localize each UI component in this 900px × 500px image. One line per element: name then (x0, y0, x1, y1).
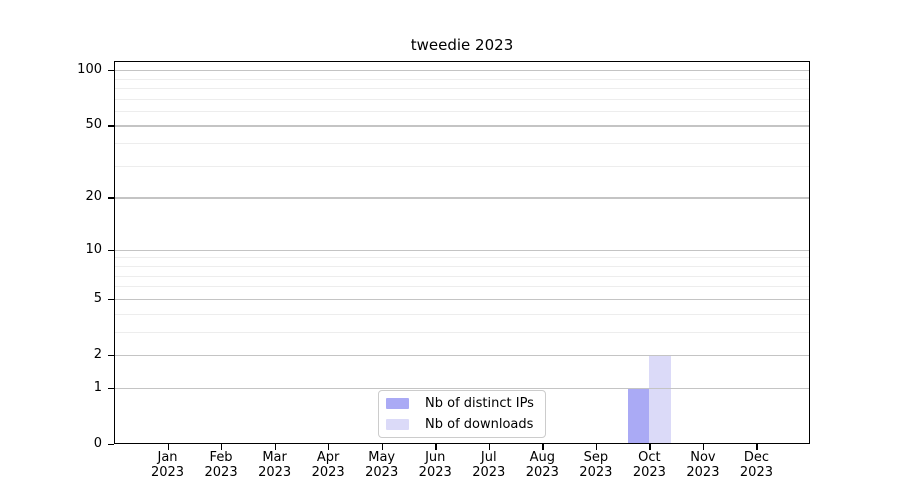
minor-gridline (114, 98, 810, 100)
x-tick-label: Nov 2023 (686, 450, 720, 480)
y-tick-label: 2 (93, 346, 102, 362)
legend: Nb of distinct IPs Nb of downloads (378, 390, 546, 438)
x-tick-mark (381, 444, 383, 450)
y-tick-label: 1 (93, 379, 102, 395)
y-tick-label: 10 (85, 241, 102, 257)
y-tick-mark (108, 249, 114, 252)
y-tick-mark (108, 298, 114, 301)
legend-item-downloads: Nb of downloads (386, 416, 545, 434)
x-tick-label: Aug 2023 (525, 450, 559, 480)
minor-gridline (114, 331, 810, 333)
legend-item-distinct-ips: Nb of distinct IPs (386, 395, 545, 413)
legend-swatch-downloads (386, 419, 409, 430)
y-tick-mark (108, 387, 114, 390)
minor-gridline (114, 286, 810, 288)
major-gridline (114, 354, 810, 357)
y-tick-label: 50 (85, 117, 102, 133)
x-tick-mark (649, 444, 651, 450)
bar-downloads (649, 354, 671, 444)
y-tick-label: 100 (77, 62, 102, 78)
x-tick-mark (328, 444, 330, 450)
x-tick-label: Sep 2023 (579, 450, 613, 480)
x-tick-mark (595, 444, 598, 450)
major-gridline (114, 70, 810, 72)
x-tick-label: Apr 2023 (311, 450, 345, 480)
x-tick-label: Jul 2023 (472, 450, 506, 480)
major-gridline (114, 249, 810, 251)
y-tick-mark (108, 197, 114, 199)
x-tick-label: Jun 2023 (418, 450, 452, 480)
plot-area: 0 1 2 5 10 20 50 100 Jan 2023 Feb 2023 Mar 2023 Apr… (77, 61, 810, 480)
x-tick-label: Feb 2023 (204, 450, 238, 480)
y-tick-mark (108, 70, 114, 72)
minor-gridline (114, 165, 810, 167)
y-tick-mark (108, 125, 114, 127)
x-tick-mark (167, 444, 169, 450)
legend-label-downloads: Nb of downloads (425, 417, 534, 432)
major-gridline (114, 387, 810, 390)
x-tick-mark (542, 444, 544, 450)
major-gridline (114, 197, 810, 199)
axes-spine (114, 61, 810, 444)
x-tick-mark (221, 444, 223, 450)
legend-swatch-distinct-ips (386, 398, 409, 409)
major-gridline (114, 125, 810, 127)
x-tick-label: Jan 2023 (150, 450, 185, 480)
x-tick-label: Mar 2023 (258, 450, 292, 480)
x-tick-mark (488, 444, 491, 450)
bar-distinct-ips (627, 387, 650, 444)
x-tick-mark (702, 444, 705, 450)
minor-gridline (114, 313, 810, 315)
x-tick-mark (756, 444, 758, 450)
x-tick-label: May 2023 (365, 450, 399, 480)
legend-label-distinct-ips: Nb of distinct IPs (425, 396, 534, 411)
minor-gridline (114, 265, 810, 267)
x-tick-label: Dec 2023 (739, 450, 773, 480)
y-tick-label: 0 (93, 436, 102, 451)
x-tick-mark (274, 444, 276, 450)
y-tick-mark (108, 444, 114, 446)
x-tick-label: Oct 2023 (632, 450, 666, 480)
minor-gridline (114, 275, 810, 277)
minor-gridline (114, 110, 810, 112)
y-tick-label: 5 (93, 290, 102, 306)
minor-gridline (114, 87, 810, 89)
y-tick-label: 20 (85, 189, 102, 205)
minor-gridline (114, 143, 810, 145)
minor-gridline (114, 257, 810, 259)
major-gridline (114, 298, 810, 301)
chart-title: tweedie 2023 (410, 36, 514, 54)
minor-gridline (114, 78, 810, 80)
y-tick-mark (108, 354, 114, 357)
x-tick-mark (435, 444, 437, 450)
